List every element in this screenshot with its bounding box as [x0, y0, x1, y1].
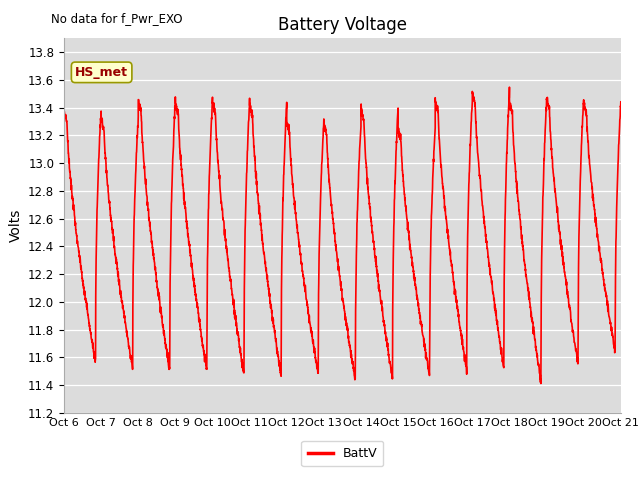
Y-axis label: Volts: Volts: [8, 209, 22, 242]
Title: Battery Voltage: Battery Voltage: [278, 16, 407, 34]
Text: HS_met: HS_met: [75, 66, 128, 79]
Legend: BattV: BattV: [301, 441, 383, 467]
Text: No data for f_Pwr_EXO: No data for f_Pwr_EXO: [51, 12, 182, 24]
